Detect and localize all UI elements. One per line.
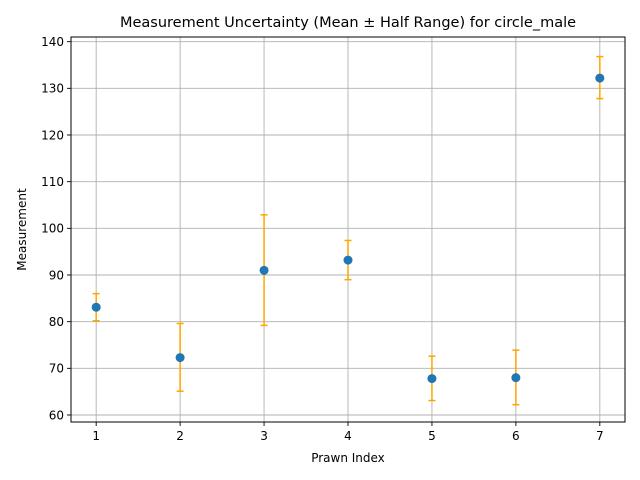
x-tick-label: 4 bbox=[344, 429, 352, 443]
gridlines bbox=[71, 37, 625, 422]
y-tick-label: 70 bbox=[49, 362, 64, 376]
y-tick-label: 140 bbox=[41, 35, 64, 49]
y-tick-label: 110 bbox=[41, 175, 64, 189]
x-axis: 1 2 3 4 5 6 7 bbox=[92, 422, 604, 443]
data-points bbox=[91, 73, 605, 384]
data-point bbox=[595, 73, 605, 83]
data-point bbox=[343, 255, 353, 265]
x-tick-label: 5 bbox=[428, 429, 436, 443]
data-point bbox=[91, 302, 101, 312]
data-point bbox=[259, 265, 269, 275]
data-point bbox=[427, 374, 437, 384]
data-point bbox=[175, 353, 185, 363]
y-tick-label: 80 bbox=[49, 315, 64, 329]
y-tick-label: 120 bbox=[41, 128, 64, 142]
y-axis: 60 70 80 90 100 110 120 130 140 bbox=[41, 35, 71, 422]
x-tick-label: 3 bbox=[260, 429, 268, 443]
y-tick-label: 130 bbox=[41, 82, 64, 96]
y-tick-label: 90 bbox=[49, 268, 64, 282]
x-tick-label: 2 bbox=[176, 429, 184, 443]
y-tick-label: 100 bbox=[41, 222, 64, 236]
y-tick-label: 60 bbox=[49, 408, 64, 422]
y-axis-label: Measurement bbox=[15, 188, 29, 271]
x-tick-label: 7 bbox=[596, 429, 604, 443]
x-tick-label: 1 bbox=[92, 429, 100, 443]
x-tick-label: 6 bbox=[512, 429, 520, 443]
data-point bbox=[511, 373, 521, 383]
chart-title: Measurement Uncertainty (Mean ± Half Ran… bbox=[120, 15, 576, 31]
x-axis-label: Prawn Index bbox=[311, 451, 385, 465]
